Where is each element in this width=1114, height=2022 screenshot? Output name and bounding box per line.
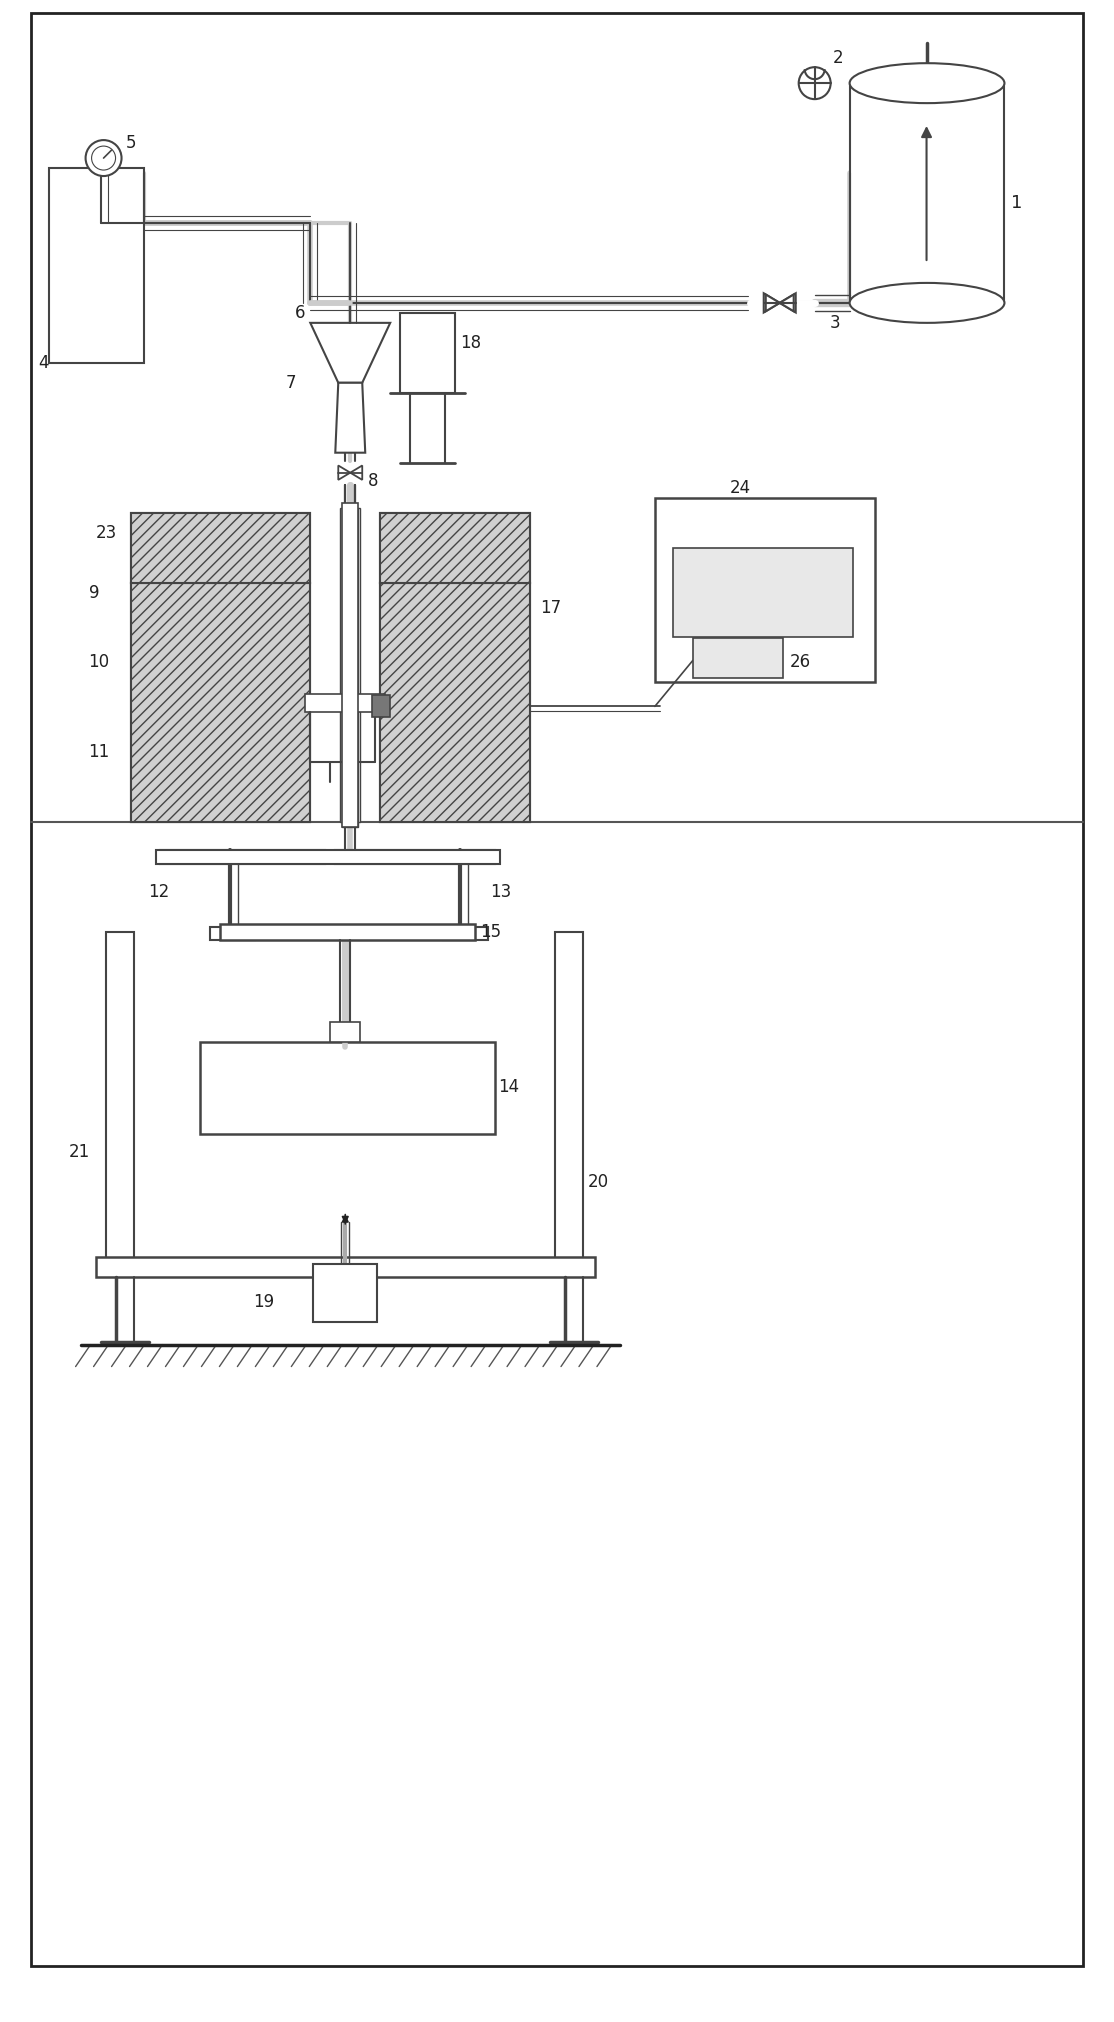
Polygon shape <box>339 465 350 479</box>
Text: 1: 1 <box>1012 194 1023 212</box>
Circle shape <box>799 67 831 99</box>
Ellipse shape <box>850 283 1005 324</box>
Bar <box>380 514 530 582</box>
Ellipse shape <box>850 63 1005 103</box>
Polygon shape <box>764 293 780 313</box>
Bar <box>380 582 530 823</box>
Polygon shape <box>780 295 793 311</box>
Text: 19: 19 <box>253 1292 274 1310</box>
Text: 13: 13 <box>490 884 511 902</box>
Bar <box>850 83 1005 303</box>
Bar <box>400 313 456 392</box>
Circle shape <box>91 146 116 170</box>
Bar <box>221 924 475 940</box>
Bar <box>555 932 583 1272</box>
Text: 11: 11 <box>89 744 110 762</box>
Text: 17: 17 <box>540 599 561 617</box>
Polygon shape <box>335 382 365 453</box>
Text: 5: 5 <box>126 133 136 152</box>
Bar <box>130 582 311 823</box>
Text: 21: 21 <box>69 1142 90 1161</box>
Text: 2: 2 <box>832 49 843 67</box>
Bar <box>693 639 783 679</box>
Text: 18: 18 <box>460 334 481 352</box>
Bar <box>372 696 390 718</box>
Text: 6: 6 <box>295 303 306 321</box>
Text: 20: 20 <box>588 1173 609 1191</box>
Text: 9: 9 <box>89 584 99 601</box>
Text: 10: 10 <box>89 653 109 671</box>
Bar <box>330 1021 360 1041</box>
Text: 7: 7 <box>285 374 296 392</box>
Bar <box>443 928 488 940</box>
Bar <box>160 849 325 863</box>
Text: 26: 26 <box>790 653 811 671</box>
Bar <box>655 497 874 681</box>
Bar <box>130 514 311 582</box>
Text: 24: 24 <box>730 479 751 497</box>
Bar <box>201 1041 495 1134</box>
Text: 4: 4 <box>39 354 49 372</box>
Bar <box>106 932 134 1272</box>
Bar <box>340 508 360 823</box>
Bar <box>156 849 500 863</box>
Polygon shape <box>350 465 362 479</box>
Polygon shape <box>765 295 780 311</box>
Polygon shape <box>780 293 795 313</box>
Bar <box>380 514 530 582</box>
Bar <box>96 1258 595 1276</box>
Circle shape <box>86 140 121 176</box>
Bar <box>211 928 255 940</box>
Text: 16: 16 <box>190 524 212 542</box>
Bar <box>49 168 144 362</box>
Polygon shape <box>311 324 390 382</box>
Bar <box>305 694 385 712</box>
Bar <box>313 1264 378 1322</box>
Bar <box>342 503 359 827</box>
Text: 22: 22 <box>410 524 431 542</box>
Text: 23: 23 <box>96 524 117 542</box>
Text: 12: 12 <box>148 884 169 902</box>
Bar <box>380 582 530 823</box>
Bar <box>130 514 311 582</box>
Text: 3: 3 <box>830 313 840 332</box>
Bar <box>130 582 311 823</box>
Bar <box>342 508 359 827</box>
Bar <box>335 849 495 863</box>
Bar <box>673 548 852 637</box>
Text: 8: 8 <box>369 471 379 489</box>
Text: 14: 14 <box>498 1078 519 1096</box>
Text: 15: 15 <box>480 924 501 940</box>
Text: 25: 25 <box>395 724 417 742</box>
